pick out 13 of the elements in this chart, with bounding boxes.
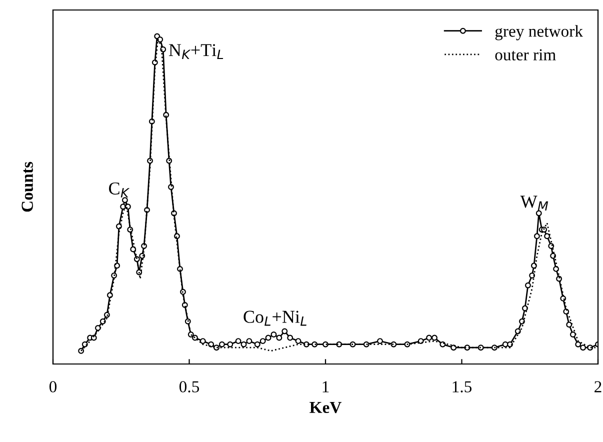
annotation: C$_{K}$	[109, 182, 130, 198]
y-axis-title: Counts	[22, 162, 33, 212]
x-tick-label: 1.5	[452, 381, 472, 392]
x-tick-label: 1	[322, 381, 329, 392]
annotation: N$_{K}$+Ti$_{L}$	[168, 44, 224, 59]
x-axis-title: KeV	[310, 402, 342, 414]
legend-label: grey network	[495, 25, 583, 40]
annotation: W$_{M}$	[520, 196, 548, 211]
x-tick-label: 0	[49, 381, 57, 392]
x-tick-label: 0.5	[179, 381, 200, 392]
legend-label: outer rim	[495, 49, 556, 60]
annotation: Co$_{L}$+Ni$_{L}$	[244, 310, 306, 326]
x-tick-label: 2	[594, 381, 602, 392]
